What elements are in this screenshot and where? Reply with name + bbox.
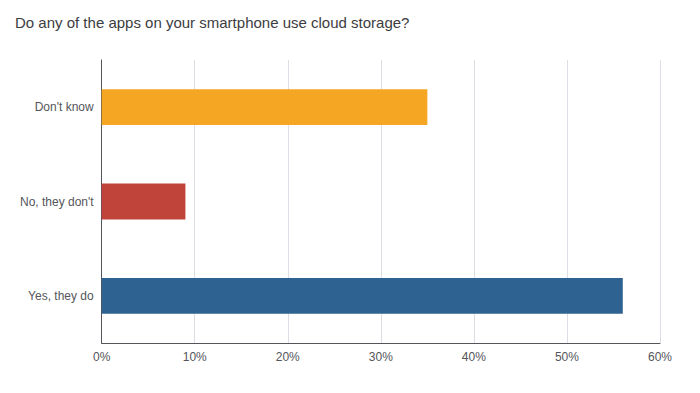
svg-text:20%: 20% [276, 350, 300, 364]
svg-text:0%: 0% [93, 350, 111, 364]
svg-text:30%: 30% [369, 350, 393, 364]
svg-text:60%: 60% [648, 350, 672, 364]
svg-text:Don't know: Don't know [35, 100, 94, 114]
svg-text:50%: 50% [555, 350, 579, 364]
svg-text:10%: 10% [183, 350, 207, 364]
svg-text:No, they don't: No, they don't [20, 195, 94, 209]
svg-text:Do any of the apps on your sma: Do any of the apps on your smartphone us… [15, 14, 409, 31]
svg-text:40%: 40% [462, 350, 486, 364]
svg-text:Yes, they do: Yes, they do [28, 289, 94, 303]
